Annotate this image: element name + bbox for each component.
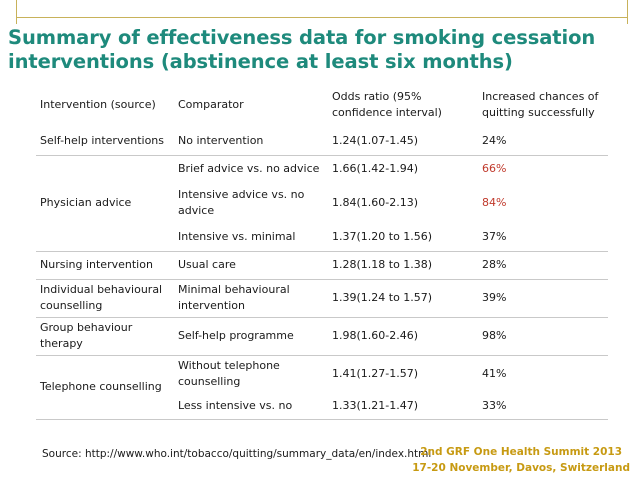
chance-cell: 24%: [478, 127, 608, 156]
slide-title: Summary of effectiveness data for smokin…: [8, 26, 630, 74]
table-row: Individual behavioural counselling Minim…: [36, 279, 608, 318]
intervention-cell: Group behaviour therapy: [36, 317, 174, 356]
comparator-cell: Brief advice vs. no advice: [178, 162, 320, 176]
table-row: Physician advice Brief advice vs. no adv…: [36, 155, 608, 252]
comparator-cell: Self-help programme: [174, 317, 328, 356]
chance-cell: 39%: [478, 279, 608, 318]
decor-vertical-line-right: [627, 0, 628, 24]
odds-cell: 1.33(1.21-1.47): [328, 393, 478, 420]
comparator-cell: Intensive advice vs. no advice: [178, 188, 305, 217]
header-odds-ratio: Odds ratio (95% confidence interval): [332, 90, 442, 119]
odds-cell: 1.84(1.60-2.13): [332, 196, 419, 209]
odds-cell: 1.41(1.27-1.57): [332, 367, 419, 381]
table-row: Intensive vs. minimal 1.37(1.20 to 1.56)…: [36, 223, 608, 252]
chance-cell: 41%: [482, 367, 507, 381]
slide-title-line-2: interventions (abstinence at least six m…: [8, 50, 513, 73]
table-row: Group behaviour therapy Self-help progra…: [36, 317, 608, 356]
intervention-cell: Physician advice: [36, 155, 174, 252]
comparator-cell: No intervention: [174, 127, 328, 156]
odds-cell: 1.39(1.24 to 1.57): [328, 279, 478, 318]
comparator-cell: Less intensive vs. no: [174, 393, 328, 420]
table-row: Self-help interventions No intervention …: [36, 127, 608, 156]
summit-name: 2nd GRF One Health Summit 2013: [420, 446, 623, 458]
decor-horizontal-line: [16, 17, 628, 18]
summit-date-location: 17-20 November, Davos, Switzerland: [412, 462, 630, 474]
comparator-cell: Usual care: [174, 251, 328, 280]
slide-title-line-1: Summary of effectiveness data for smokin…: [8, 26, 596, 49]
header-comparator: Comparator: [178, 98, 244, 111]
intervention-cell: Telephone counselling: [36, 355, 174, 420]
intervention-cell: Individual behavioural counselling: [36, 279, 174, 318]
header-increased-chances: Increased chances of quitting successful…: [482, 90, 599, 119]
intervention-cell: Self-help interventions: [36, 127, 174, 156]
chance-cell: 37%: [478, 223, 608, 252]
header-intervention: Intervention (source): [40, 98, 156, 111]
chance-cell: 28%: [478, 251, 608, 280]
odds-cell: 1.37(1.20 to 1.56): [328, 223, 478, 252]
table-row: Nursing intervention Usual care 1.28(1.1…: [36, 251, 608, 280]
table-row: Intensive advice vs. no advice 1.84(1.60…: [36, 183, 608, 223]
source-citation: Source: http://www.who.int/tobacco/quitt…: [42, 448, 432, 460]
decor-vertical-line-left: [16, 0, 17, 24]
effectiveness-table: Intervention (source) Comparator Odds ra…: [36, 83, 608, 420]
table-row: Telephone counselling Without telephone …: [36, 355, 608, 420]
table-header-row: Intervention (source) Comparator Odds ra…: [36, 83, 608, 127]
comparator-cell: Minimal behavioural intervention: [174, 279, 328, 318]
odds-cell: 1.66(1.42-1.94): [332, 162, 419, 176]
odds-cell: 1.98(1.60-2.46): [328, 317, 478, 356]
chance-cell-highlight: 66%: [482, 162, 507, 176]
chance-cell-highlight: 84%: [482, 196, 507, 209]
comparator-cell: Without telephone counselling: [178, 359, 280, 389]
table-row: Less intensive vs. no 1.33(1.21-1.47) 33…: [36, 393, 608, 420]
chance-cell: 98%: [478, 317, 608, 356]
summit-info: 2nd GRF One Health Summit 2013 17-20 Nov…: [412, 444, 630, 476]
odds-cell: 1.24(1.07-1.45): [328, 127, 478, 156]
odds-cell: 1.28(1.18 to 1.38): [328, 251, 478, 280]
comparator-cell: Intensive vs. minimal: [174, 223, 328, 252]
intervention-cell: Nursing intervention: [36, 251, 174, 280]
chance-cell: 33%: [478, 393, 608, 420]
